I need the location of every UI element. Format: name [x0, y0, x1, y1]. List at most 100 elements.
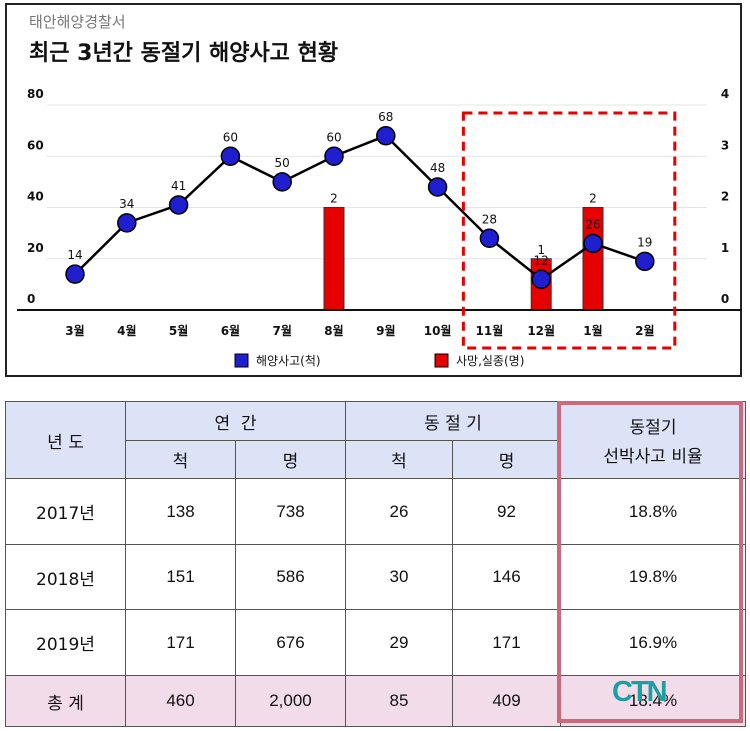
annual-header: 연 간 [125, 401, 346, 441]
total-winter-people: 409 [451, 675, 562, 727]
line-point [376, 126, 396, 146]
table-header-row: 년 도 연 간 동 절 기 동절기 선박사고 비율 [5, 401, 747, 479]
x-tick-label: 1월 [583, 323, 602, 338]
x-tick-label: 7월 [273, 323, 292, 338]
annual-ships-cell: 138 [125, 478, 236, 545]
line-point [272, 172, 292, 192]
winter-ships-cell: 30 [345, 544, 453, 610]
row-year: 2018년 [5, 544, 126, 610]
winter-header: 동 절 기 [344, 401, 562, 441]
line-point [635, 251, 655, 272]
ratio-cell: 16.9% [560, 609, 747, 676]
right-axis-tick-label: 1 [721, 241, 729, 255]
x-tick-label: 10월 [424, 323, 452, 338]
line-data-label: 34 [119, 197, 134, 211]
line-point [427, 177, 448, 197]
ratio-header: 동절기 선박사고 비율 [560, 401, 747, 479]
ratio-header-line2: 선박사고 비율 [603, 447, 703, 467]
chart-panel: 태안해양경찰서 최근 3년간 동절기 해양사고 현황 0 20 40 60 80 0 1 2 3… [5, 3, 742, 377]
line-data-label: 12 [534, 253, 549, 267]
left-axis-tick-label: 0 [27, 292, 35, 306]
annual-people-cell: 738 [235, 478, 346, 545]
x-tick-label: 2월 [635, 323, 654, 338]
line-point [324, 146, 344, 166]
line-data-label: 41 [171, 179, 186, 193]
right-axis-tick-label: 0 [721, 292, 729, 306]
row-year: 2017년 [5, 478, 126, 545]
annual-ships-cell: 171 [125, 609, 236, 676]
ratio-cell: 19.8% [560, 544, 747, 610]
legend-swatch-bar [434, 353, 449, 368]
statistics-table: 년 도 연 간 동 절 기 동절기 선박사고 비율 척 명 척 명 2017년 … [5, 401, 747, 727]
ratio-cell: 18.8% [560, 478, 747, 545]
winter-highlight-box [461, 111, 677, 350]
line-point [479, 228, 500, 248]
bar-data-label: 1 [537, 243, 545, 257]
line-point [168, 195, 189, 215]
chart-title: 최근 3년간 동절기 해양사고 현황 [29, 41, 339, 66]
bar-data-label: 2 [330, 192, 338, 206]
table-row: 2018년 151 586 30 146 19.8% [5, 544, 747, 610]
line-data-label: 26 [585, 217, 600, 231]
total-annual-ships: 460 [125, 675, 236, 727]
table-row: 2017년 138 738 26 92 18.8% [5, 478, 747, 545]
x-tick-label: 6월 [221, 323, 240, 338]
annual-people-cell: 676 [235, 609, 346, 676]
total-ratio: 18.4% [560, 675, 747, 727]
x-tick-label: 9월 [376, 323, 395, 338]
line-data-label: 19 [637, 235, 652, 249]
annual-people-cell: 586 [235, 544, 346, 610]
left-axis-tick-label: 80 [27, 87, 44, 101]
right-axis-tick-label: 4 [721, 87, 729, 101]
x-tick-label: 5월 [169, 323, 188, 338]
total-label: 총 계 [5, 675, 126, 727]
winter-ships-header: 척 [345, 440, 453, 479]
right-axis-tick-label: 3 [721, 138, 729, 152]
left-axis-tick-label: 40 [27, 190, 44, 204]
legend-swatch-line [234, 353, 249, 368]
combo-chart: 0204060800123421214344160506068482812261… [17, 87, 742, 368]
legend-label-bar: 사망,실종(명) [456, 354, 524, 368]
line-data-label: 68 [378, 110, 393, 124]
winter-people-header: 명 [451, 440, 562, 479]
winter-people-cell: 146 [451, 544, 562, 610]
line-data-label: 14 [67, 248, 82, 262]
table-row: 2019년 171 676 29 171 16.9% [5, 609, 747, 676]
year-header: 년 도 [5, 401, 126, 479]
line-point [583, 233, 603, 254]
winter-people-cell: 92 [451, 478, 562, 545]
row-year: 2019년 [5, 609, 126, 676]
left-axis-tick-label: 60 [27, 138, 44, 152]
line-data-label: 50 [275, 156, 290, 170]
source-label: 태안해양경찰서 [29, 13, 126, 31]
annual-ships-header: 척 [125, 440, 236, 479]
left-axis-tick-label: 20 [27, 241, 44, 255]
x-tick-label: 12월 [527, 323, 555, 338]
legend-label-line: 해양사고(척) [256, 354, 321, 368]
line-data-label: 28 [482, 212, 497, 226]
winter-people-cell: 171 [451, 609, 562, 676]
x-tick-label: 11월 [476, 323, 504, 338]
bar [323, 207, 345, 311]
annual-people-header: 명 [235, 440, 346, 479]
bar-data-label: 2 [589, 192, 597, 206]
total-annual-people: 2,000 [235, 675, 346, 727]
line-point [531, 269, 551, 289]
line-data-label: 48 [430, 161, 445, 175]
total-winter-ships: 85 [345, 675, 453, 727]
annual-ships-cell: 151 [125, 544, 236, 610]
line-point [65, 264, 85, 284]
winter-ships-cell: 26 [345, 478, 453, 545]
line-data-label: 60 [326, 130, 341, 144]
ratio-header-line1: 동절기 [629, 418, 677, 438]
watermark-logo: CTN [612, 676, 668, 708]
x-tick-label: 4월 [117, 323, 136, 338]
table-subheader-row: 척 명 척 명 [6, 440, 746, 479]
line-data-label: 60 [223, 130, 238, 144]
winter-ships-cell: 29 [345, 609, 453, 676]
x-tick-label: 8월 [324, 323, 343, 338]
x-tick-label: 3월 [65, 323, 84, 338]
line-point [220, 146, 241, 166]
right-axis-tick-label: 2 [721, 190, 729, 204]
total-row: 총 계 460 2,000 85 409 18.4% [5, 675, 747, 727]
